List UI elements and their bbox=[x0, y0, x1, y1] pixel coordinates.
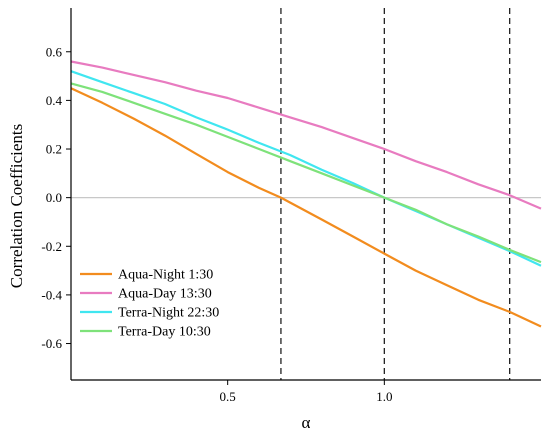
x-tick-label: 0.5 bbox=[220, 389, 236, 404]
y-tick-label: 0.0 bbox=[46, 190, 62, 205]
legend-label: Terra-Night 22:30 bbox=[118, 306, 219, 321]
y-tick-label: -0.6 bbox=[41, 336, 62, 351]
legend-label: Aqua-Day 13:30 bbox=[118, 287, 212, 302]
legend-label: Aqua-Night 1:30 bbox=[118, 268, 213, 283]
series-line bbox=[70, 82, 542, 264]
y-tick-label: 0.2 bbox=[46, 142, 62, 157]
x-axis-title: α bbox=[302, 413, 311, 432]
y-tick-label: -0.2 bbox=[41, 239, 62, 254]
y-tick-label: 0.4 bbox=[46, 93, 63, 108]
y-tick-label: 0.6 bbox=[46, 44, 63, 59]
y-tick-label: -0.4 bbox=[41, 287, 62, 302]
legend-label: Terra-Day 10:30 bbox=[118, 325, 211, 340]
series-line bbox=[70, 70, 542, 267]
y-axis-title: Correlation Coefficients bbox=[7, 124, 26, 288]
series-line bbox=[70, 87, 542, 328]
x-tick-label: 1.0 bbox=[376, 389, 392, 404]
plot-area: -0.6 -0.4 -0.2 0.0 0.2 0.4 0.6 0.5 1.0 Aqua-Night… bbox=[41, 8, 542, 404]
series-line bbox=[70, 60, 542, 210]
